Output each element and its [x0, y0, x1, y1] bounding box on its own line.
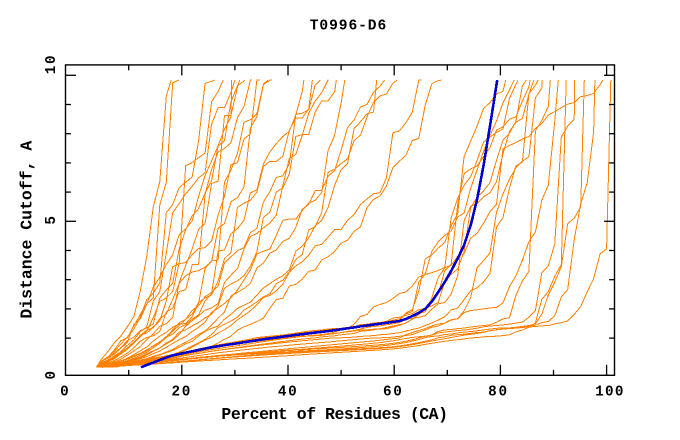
- svg-text:0: 0: [44, 371, 60, 380]
- svg-text:40: 40: [278, 385, 297, 401]
- svg-text:100: 100: [595, 385, 623, 401]
- svg-text:0: 0: [60, 385, 69, 401]
- svg-text:10: 10: [44, 55, 60, 74]
- svg-text:T0996-D6: T0996-D6: [310, 18, 387, 34]
- svg-text:80: 80: [488, 385, 507, 401]
- svg-text:Distance Cutoff, A: Distance Cutoff, A: [17, 141, 36, 319]
- svg-text:20: 20: [171, 385, 190, 401]
- svg-text:Percent of Residues (CA): Percent of Residues (CA): [221, 405, 448, 424]
- svg-text:5: 5: [44, 216, 60, 225]
- svg-text:60: 60: [383, 385, 402, 401]
